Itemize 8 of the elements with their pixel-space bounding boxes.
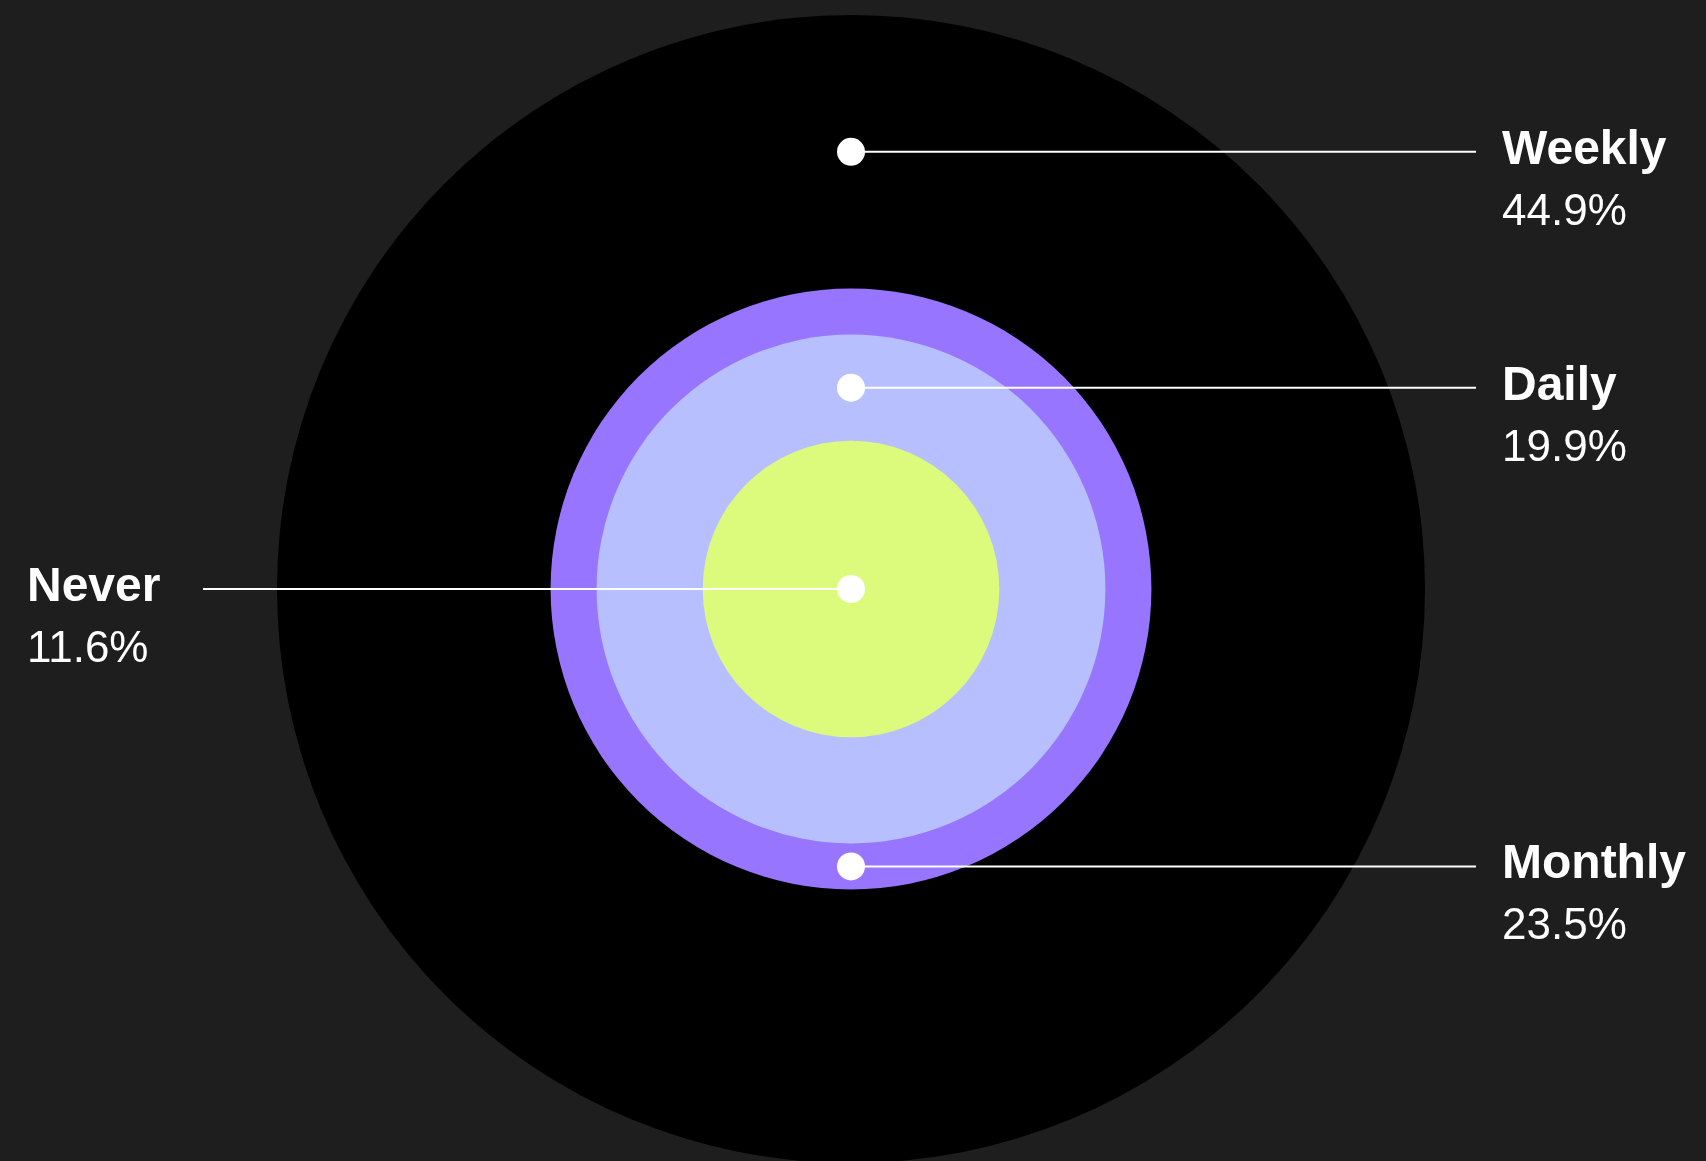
data-label: 44.9% bbox=[1502, 184, 1627, 234]
category-label: Monthly bbox=[1502, 835, 1687, 889]
category-label: Daily bbox=[1502, 356, 1618, 410]
category-label: Never bbox=[27, 558, 161, 611]
data-label: 23.5% bbox=[1502, 899, 1627, 949]
data-label: 11.6% bbox=[27, 622, 149, 671]
category-label: Weekly bbox=[1502, 120, 1667, 174]
data-label: 19.9% bbox=[1502, 420, 1627, 470]
